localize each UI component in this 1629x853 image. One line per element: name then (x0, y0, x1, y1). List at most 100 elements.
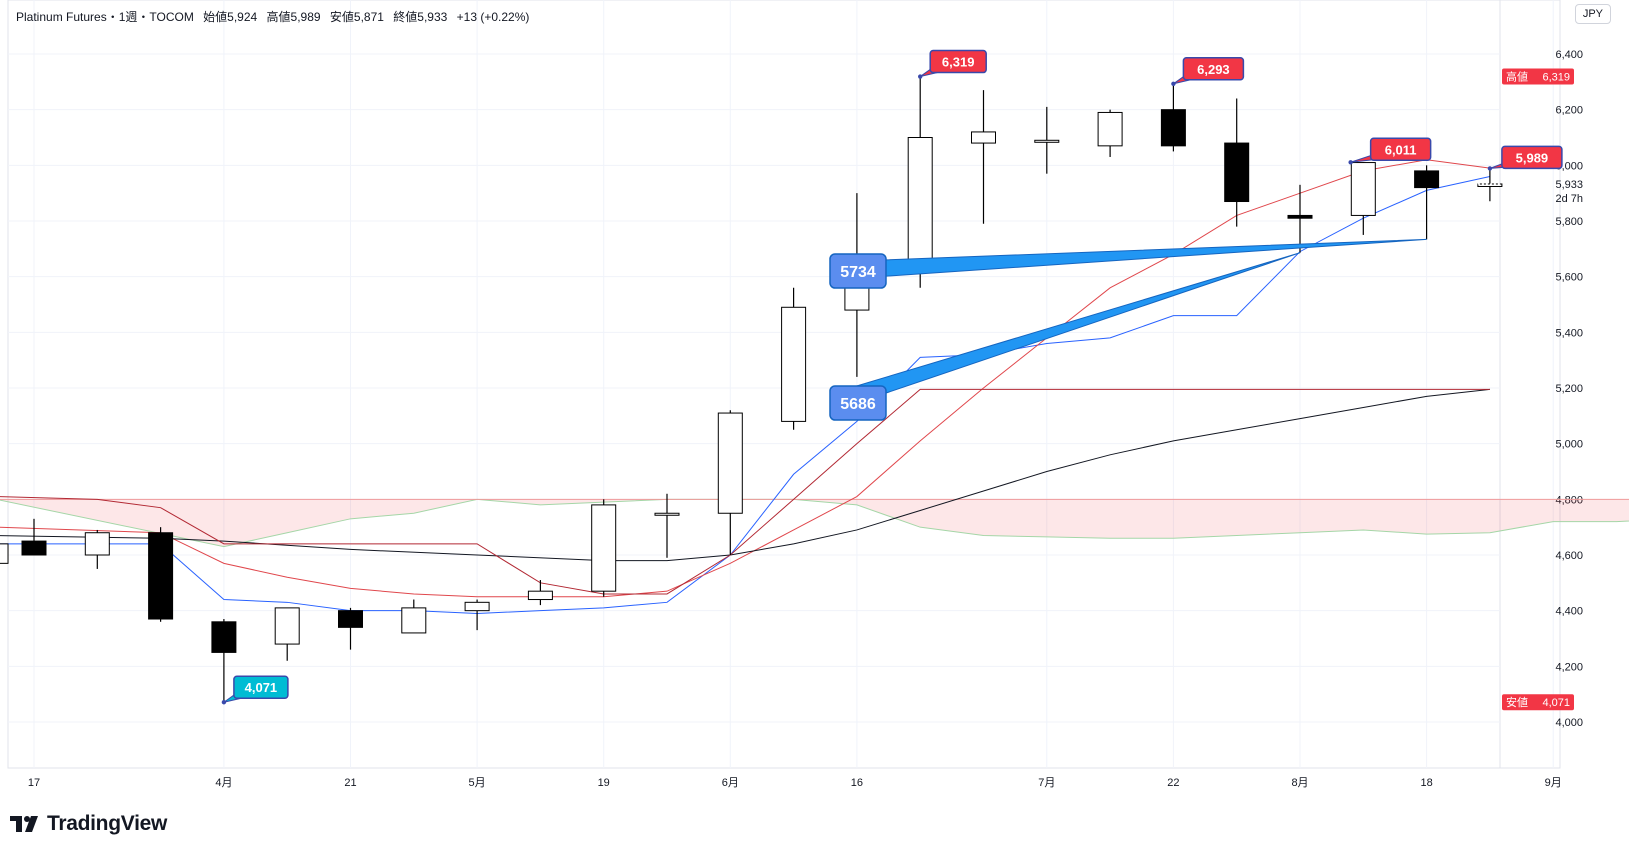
y-tick-label: 5,400 (1555, 327, 1583, 339)
candle-body (401, 607, 427, 634)
callout-box (829, 385, 887, 421)
price-callout: 5734 (829, 238, 1427, 289)
ichimoku-cloud (0, 499, 471, 547)
ohlc-change: +13 (+0.22%) (456, 10, 530, 24)
candle-body (527, 590, 553, 601)
candle (21, 518, 47, 556)
label-text: 4,071 (245, 680, 278, 695)
candle-body (84, 532, 110, 556)
candle (1350, 162, 1376, 235)
candle-body (1350, 162, 1376, 216)
axis-price-badge: 安値 4,071 (1502, 694, 1574, 711)
tradingview-logo[interactable]: TradingView (10, 812, 167, 836)
candle-body (907, 137, 933, 261)
candle-body (781, 306, 807, 422)
axis-price-badge: 高値 6,319 (1502, 68, 1574, 85)
callout-text: 5686 (840, 396, 876, 413)
x-tick-label: 22 (1167, 777, 1179, 789)
candle-body (21, 540, 47, 556)
label-text: 6,011 (1385, 142, 1417, 157)
high-low-label: 6,293 (1171, 57, 1245, 86)
candle-body (464, 601, 490, 612)
brand-name: TradingView (47, 812, 168, 835)
x-tick-label: 19 (598, 777, 610, 789)
badge-bg (1502, 68, 1574, 85)
indicator-line (0, 175, 1491, 614)
candle-body (1287, 214, 1313, 219)
high-low-label: 6,319 (918, 49, 987, 79)
candle-body (971, 131, 996, 144)
candle (211, 619, 237, 703)
candle-body (1097, 111, 1123, 147)
candle-body (148, 532, 174, 620)
x-tick-label: 16 (851, 777, 863, 789)
candle (464, 599, 490, 631)
candle-body (1414, 170, 1440, 189)
candle (1097, 109, 1123, 157)
badge-label: 高値 (1506, 70, 1528, 84)
label-anchor-dot (1171, 81, 1176, 86)
x-tick-label: 17 (28, 777, 40, 789)
ichimoku-cloud (793, 499, 1629, 539)
label-box (1501, 145, 1563, 170)
high-low-label: 4,071 (221, 675, 289, 705)
label-text: 6,319 (942, 55, 975, 70)
senkou-span-a-line (0, 498, 1629, 548)
label-box (233, 675, 289, 699)
label-box (929, 49, 987, 74)
y-tick-label: 5,800 (1555, 216, 1583, 228)
candle (1034, 106, 1060, 174)
countdown-timer: 2d 7h (1555, 193, 1583, 205)
instrument-title: Platinum Futures・1週・TOCOM (16, 10, 194, 24)
ohlc-close: 終値5,933 (393, 10, 448, 24)
badge-value: 4,071 (1542, 697, 1570, 709)
candle-body (1034, 139, 1060, 143)
candle-body (274, 607, 300, 645)
high-low-label: 6,011 (1348, 137, 1432, 165)
label-text: 5,989 (1516, 150, 1549, 165)
x-tick-label: 21 (344, 777, 356, 789)
candle-body (1160, 109, 1186, 147)
last-price-value: 5,933 (1555, 179, 1583, 191)
label-anchor-dot (1348, 160, 1353, 165)
candle (0, 543, 9, 564)
candle (1160, 83, 1186, 152)
candle (781, 287, 807, 430)
indicator-line (0, 159, 1490, 598)
candle (84, 529, 110, 569)
candle (971, 90, 996, 224)
last-price-badge: 5,933 2d 7h (1555, 179, 1583, 205)
ohlc-low: 安値5,871 (329, 10, 384, 24)
label-anchor-dot (918, 74, 923, 79)
y-tick-label: 4,200 (1555, 661, 1583, 673)
x-tick-label: 5月 (469, 777, 486, 789)
label-box (1369, 137, 1432, 162)
candle-body (717, 412, 743, 514)
callout-text: 5734 (840, 264, 876, 281)
ohlc-open: 始値5,924 (203, 10, 258, 24)
x-tick-label: 6月 (722, 777, 739, 789)
y-tick-label: 5,600 (1555, 272, 1583, 284)
badge-label: 安値 (1506, 695, 1528, 709)
badge-bg (1502, 694, 1574, 711)
x-tick-label: 18 (1420, 777, 1432, 789)
x-tick-label: 8月 (1291, 777, 1308, 789)
candle-body (0, 543, 9, 564)
candle (527, 580, 553, 606)
x-tick-label: 7月 (1038, 777, 1055, 789)
y-tick-label: 5,200 (1555, 383, 1583, 395)
chart-header: Platinum Futures・1週・TOCOM 始値5,924 高値5,98… (16, 8, 535, 25)
badge-value: 6,319 (1542, 72, 1570, 84)
high-low-label: 5,989 (1487, 145, 1563, 171)
currency-button[interactable]: JPY (1574, 4, 1611, 24)
candle (907, 76, 933, 288)
ohlc-high: 高値5,989 (266, 10, 321, 24)
callout-box (829, 253, 887, 289)
x-tick-label: 4月 (215, 777, 232, 789)
candle (654, 493, 680, 558)
label-text: 6,293 (1197, 62, 1230, 77)
candle (717, 410, 743, 555)
candle (401, 599, 427, 634)
candle-body (211, 621, 237, 653)
